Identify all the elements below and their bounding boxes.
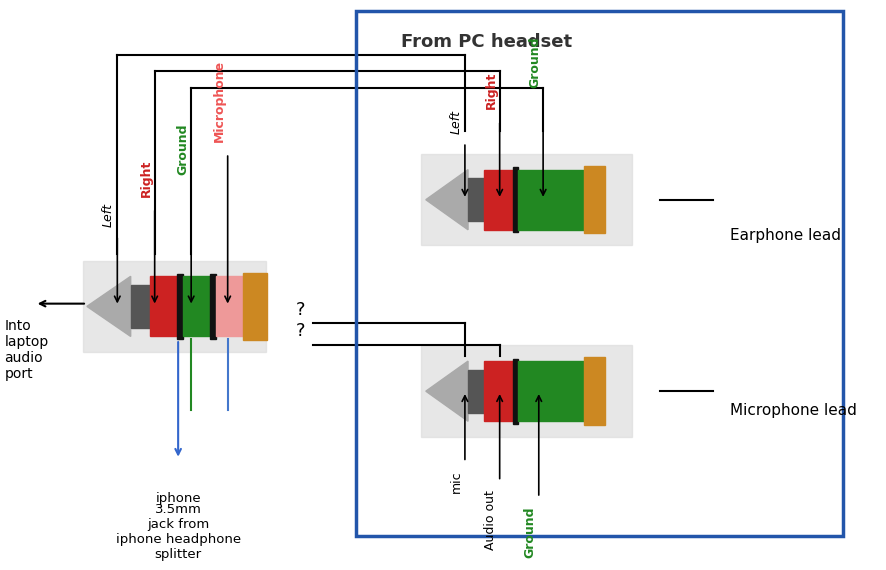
Bar bbox=[468, 369, 485, 413]
Text: iphone: iphone bbox=[155, 492, 201, 506]
Bar bbox=[216, 276, 243, 336]
Text: ?: ? bbox=[295, 300, 305, 319]
Text: Earphone lead: Earphone lead bbox=[730, 228, 841, 243]
Text: 3.5mm
jack from
iphone headphone
splitter: 3.5mm jack from iphone headphone splitte… bbox=[115, 503, 241, 561]
Bar bbox=[150, 276, 177, 336]
Polygon shape bbox=[87, 276, 131, 336]
Bar bbox=[584, 166, 605, 233]
Bar bbox=[513, 167, 518, 232]
Text: Ground: Ground bbox=[524, 506, 537, 557]
Text: Microphone: Microphone bbox=[213, 60, 225, 142]
Text: Microphone lead: Microphone lead bbox=[730, 403, 857, 418]
Text: ?: ? bbox=[295, 323, 305, 340]
Bar bbox=[518, 361, 584, 421]
Bar bbox=[82, 260, 267, 352]
Text: Left: Left bbox=[450, 110, 462, 134]
Text: Ground: Ground bbox=[528, 36, 541, 88]
Bar bbox=[485, 361, 513, 421]
Bar bbox=[210, 274, 216, 339]
Text: Right: Right bbox=[485, 72, 497, 109]
Bar bbox=[422, 345, 632, 437]
Text: Into
laptop
audio
port: Into laptop audio port bbox=[4, 319, 49, 381]
Bar bbox=[177, 274, 183, 339]
Text: mic: mic bbox=[450, 470, 462, 493]
Polygon shape bbox=[426, 361, 468, 421]
Bar bbox=[584, 357, 605, 425]
Bar bbox=[468, 178, 485, 221]
Text: Left: Left bbox=[102, 203, 115, 227]
Bar bbox=[513, 359, 518, 424]
Bar bbox=[183, 276, 210, 336]
Bar bbox=[518, 170, 584, 230]
Polygon shape bbox=[426, 170, 468, 230]
Text: From PC headset: From PC headset bbox=[401, 33, 572, 51]
Bar bbox=[131, 285, 150, 328]
Text: Right: Right bbox=[139, 160, 152, 197]
Text: Audio out: Audio out bbox=[485, 490, 497, 549]
Bar bbox=[243, 272, 267, 340]
Text: Ground: Ground bbox=[176, 124, 189, 175]
Bar bbox=[485, 170, 513, 230]
Bar bbox=[422, 154, 632, 246]
